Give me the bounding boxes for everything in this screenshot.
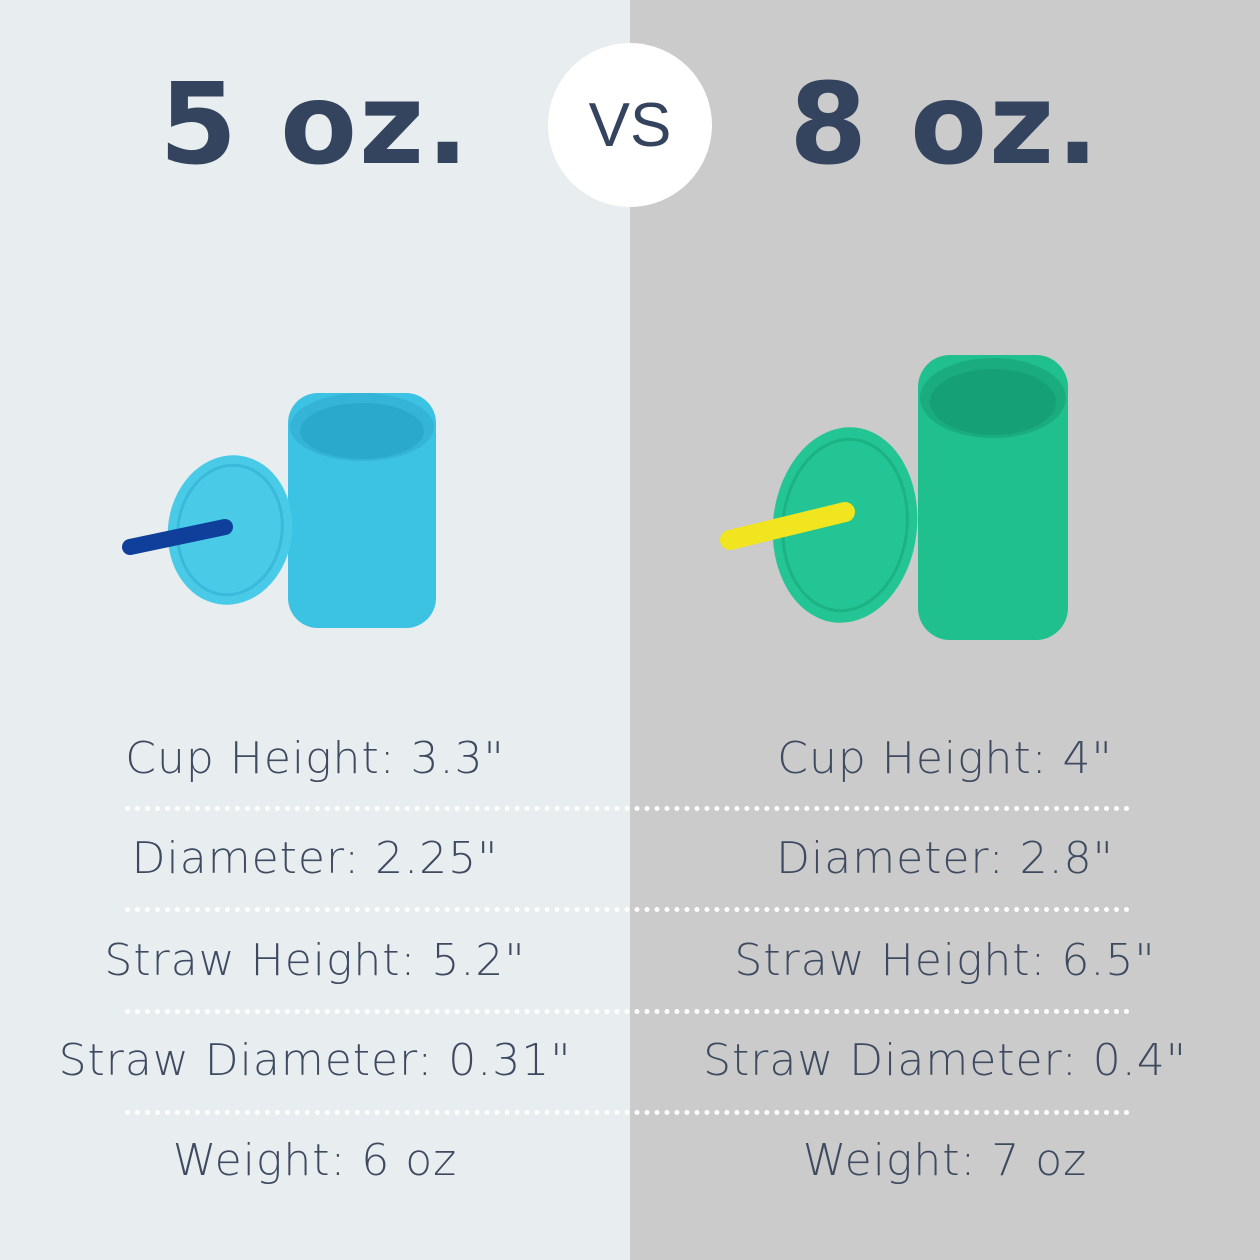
right-spec-straw-height: Straw Height: 6.5" [734, 935, 1156, 986]
vs-badge: VS [548, 43, 712, 207]
left-panel [0, 0, 630, 1260]
left-spec-weight: Weight: 6 oz [172, 1135, 458, 1186]
dotted-divider [125, 1110, 1130, 1115]
right-spec-diameter: Diameter: 2.8" [776, 833, 1114, 884]
left-spec-diameter: Diameter: 2.25" [131, 833, 499, 884]
left-title: 5 oz. [159, 60, 471, 190]
right-title: 8 oz. [789, 60, 1101, 190]
dotted-divider [125, 907, 1130, 912]
right-spec-weight: Weight: 7 oz [802, 1135, 1088, 1186]
right-spec-cup-height: Cup Height: 4" [777, 733, 1113, 784]
large-cup-image [720, 355, 1068, 640]
small-cup-image [122, 393, 436, 628]
left-spec-straw-diameter: Straw Diameter: 0.31" [58, 1035, 572, 1086]
dotted-divider [125, 1009, 1130, 1014]
left-spec-straw-height: Straw Height: 5.2" [104, 935, 526, 986]
dotted-divider [125, 806, 1130, 811]
left-spec-cup-height: Cup Height: 3.3" [125, 733, 505, 784]
right-spec-straw-diameter: Straw Diameter: 0.4" [703, 1035, 1187, 1086]
